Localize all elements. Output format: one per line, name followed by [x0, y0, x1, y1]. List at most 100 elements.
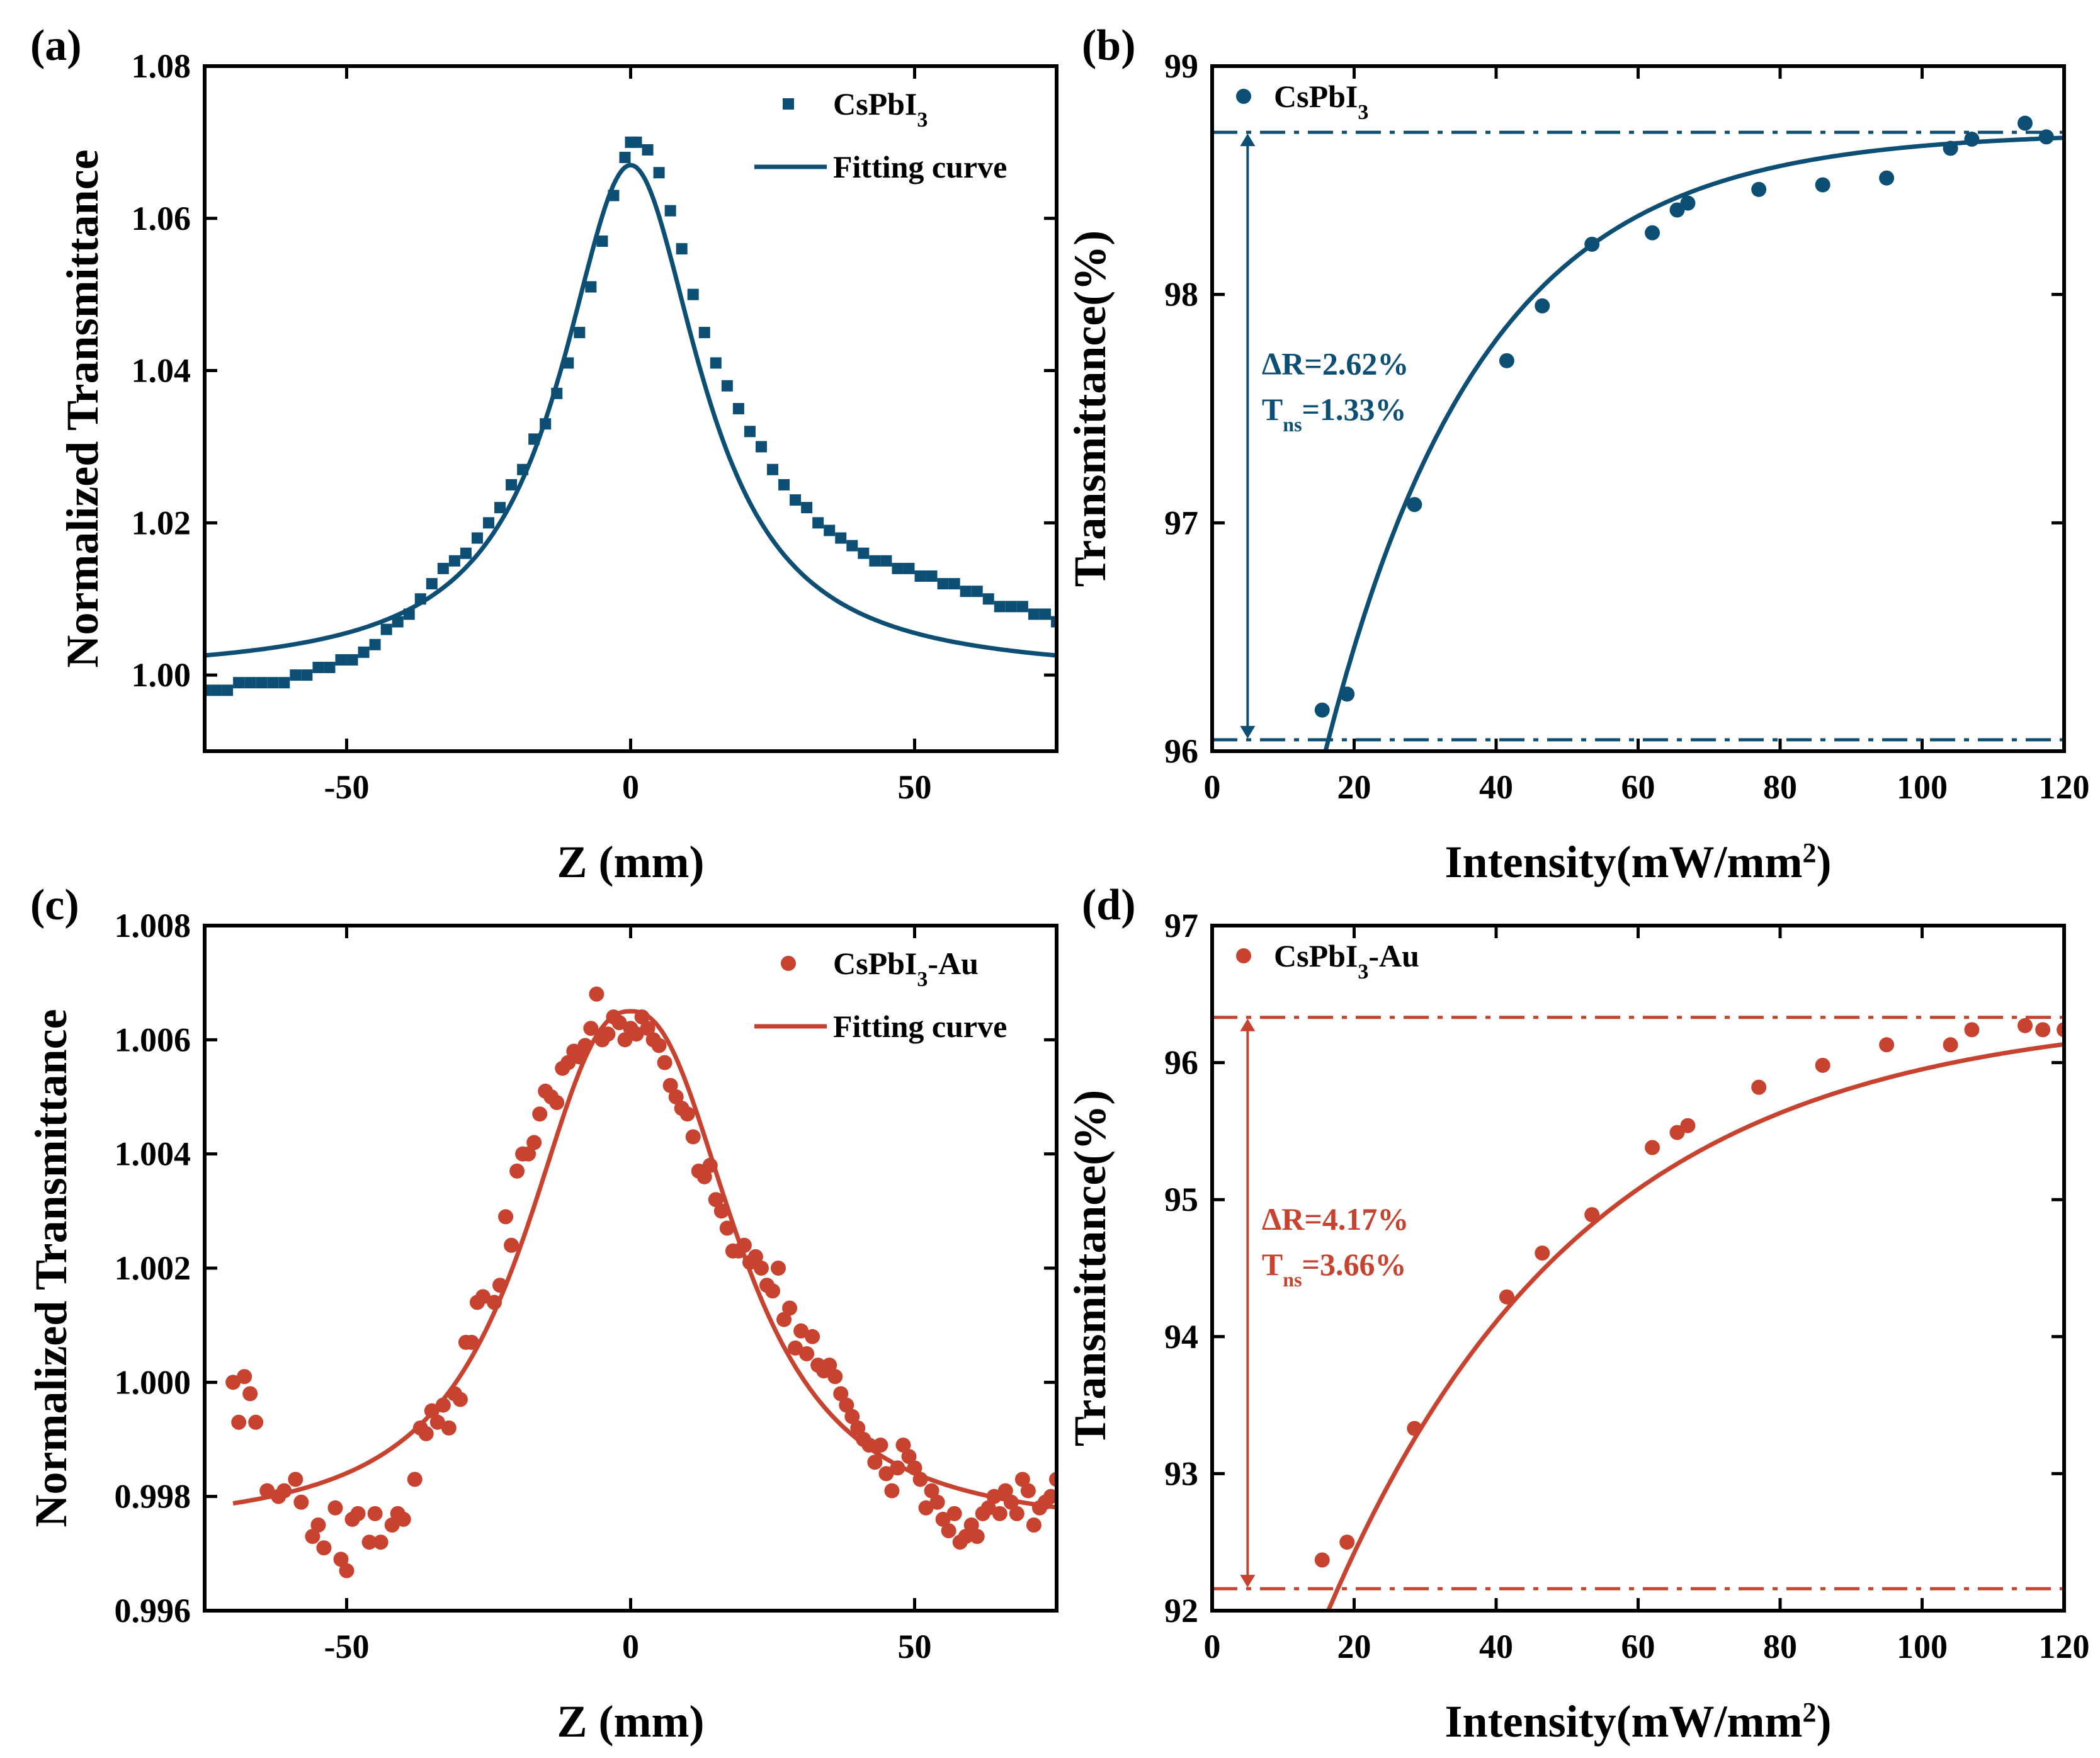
data-point — [634, 1009, 650, 1025]
data-point — [1003, 1494, 1019, 1510]
data-point — [441, 1420, 457, 1436]
data-point — [233, 677, 245, 689]
data-point — [333, 1551, 349, 1567]
legend-series-sub: 3 — [1358, 101, 1368, 124]
data-point — [414, 593, 426, 605]
y-tick-label: 1.08 — [132, 47, 191, 85]
data-point — [305, 1529, 321, 1545]
data-point — [710, 357, 722, 369]
data-point — [373, 1534, 389, 1550]
y-axis-title: Transmittance(%) — [1065, 230, 1115, 587]
data-point — [719, 1220, 735, 1236]
data-point — [506, 479, 518, 491]
fitting-curve — [205, 162, 1057, 658]
legend-marker — [1236, 89, 1251, 104]
data-point — [619, 152, 631, 164]
x-axis-title: Intensity(mW/mm2) — [1445, 1696, 1832, 1747]
data-point — [765, 1283, 780, 1299]
data-point — [288, 1472, 304, 1487]
y-tick-label: 1.06 — [132, 200, 191, 237]
data-point — [225, 1375, 241, 1390]
data-point — [259, 1483, 275, 1499]
y-tick-label: 95 — [1164, 1181, 1198, 1218]
delta-arrow-head-down — [1240, 725, 1256, 739]
data-point — [367, 1506, 383, 1521]
x-tick-label: 0 — [1204, 1628, 1221, 1665]
x-axis-title: Z (mm) — [557, 837, 705, 887]
data-point — [960, 586, 972, 598]
data-point — [407, 1472, 423, 1487]
x-tick-label: 0 — [1204, 768, 1221, 806]
data-point — [867, 1455, 883, 1470]
x-axis-title-suffix: ) — [1816, 837, 1831, 887]
data-point — [509, 1163, 525, 1179]
legend-series-label: CsPbI3 — [833, 86, 928, 132]
data-point — [1645, 1140, 1660, 1155]
data-point — [526, 1135, 542, 1150]
data-point — [1028, 608, 1040, 620]
panel-label: (c) — [30, 881, 79, 929]
data-point — [1879, 170, 1895, 186]
data-point — [662, 1077, 678, 1093]
data-point — [358, 646, 370, 658]
legend-series-label: CsPbI3-Au — [1274, 938, 1419, 984]
data-point — [844, 1409, 860, 1424]
data-point — [924, 1483, 939, 1499]
data-point — [608, 190, 620, 201]
x-axis-title-sup: 2 — [1802, 1697, 1816, 1728]
plot-data — [205, 136, 1057, 696]
delta-arrow-head-down — [1240, 1575, 1256, 1588]
x-axis-title-text: Intensity(mW/mm — [1445, 1696, 1803, 1747]
chart-panel-a: (a) -50 0 50 1.00 1.02 1.04 1.06 1.08 Z (mm) Norma… — [30, 21, 1059, 887]
data-point — [560, 1055, 576, 1070]
data-point — [231, 1414, 247, 1430]
tns-main: T — [1262, 1247, 1283, 1282]
x-tick-label: 0 — [622, 768, 639, 806]
data-point — [384, 1517, 400, 1533]
data-point — [290, 669, 302, 681]
data-point — [222, 684, 234, 696]
data-point — [1499, 1289, 1514, 1305]
data-point — [793, 1323, 809, 1339]
x-tick-label: 60 — [1621, 1628, 1655, 1665]
y-tick-label: 94 — [1164, 1318, 1198, 1356]
tns-sub: ns — [1283, 1268, 1302, 1291]
data-point — [600, 1026, 616, 1042]
data-point — [551, 387, 563, 399]
x-tick-label: 100 — [1897, 1628, 1948, 1665]
y-tick-label: 97 — [1164, 504, 1198, 542]
data-point — [651, 1038, 667, 1053]
data-point — [244, 677, 256, 689]
data-point — [242, 1386, 258, 1402]
legend-marker — [1236, 948, 1251, 963]
data-point — [1964, 132, 1980, 147]
data-point — [994, 601, 1006, 613]
x-tick-label: 0 — [622, 1628, 639, 1665]
tns-main: T — [1262, 392, 1283, 427]
data-point — [788, 1340, 803, 1356]
tns-annotation: Tns=1.33% — [1262, 392, 1407, 436]
data-point — [1879, 1037, 1895, 1053]
data-point — [617, 1032, 633, 1048]
data-point — [679, 1106, 695, 1122]
data-point — [801, 502, 813, 514]
data-point — [327, 1500, 343, 1516]
x-tick-label: -50 — [324, 768, 370, 806]
data-point — [971, 586, 983, 598]
y-axis-title: Transmittance(%) — [1065, 1090, 1115, 1447]
data-point — [946, 1506, 962, 1521]
y-tick-label: 1.000 — [115, 1363, 191, 1401]
data-point — [437, 562, 449, 574]
y-tick-label: 0.998 — [115, 1478, 191, 1516]
plot-data — [1212, 115, 2064, 751]
data-point — [835, 532, 847, 544]
panel-label: (a) — [30, 21, 82, 70]
x-tick-label: 50 — [898, 1628, 932, 1665]
data-point — [992, 1506, 1007, 1521]
y-tick-label: 1.002 — [115, 1249, 191, 1287]
legend-series-sub: 3 — [1358, 960, 1368, 984]
data-point — [912, 1472, 928, 1487]
data-point — [2038, 129, 2054, 145]
data-point — [702, 1157, 718, 1173]
data-point — [941, 1523, 956, 1539]
